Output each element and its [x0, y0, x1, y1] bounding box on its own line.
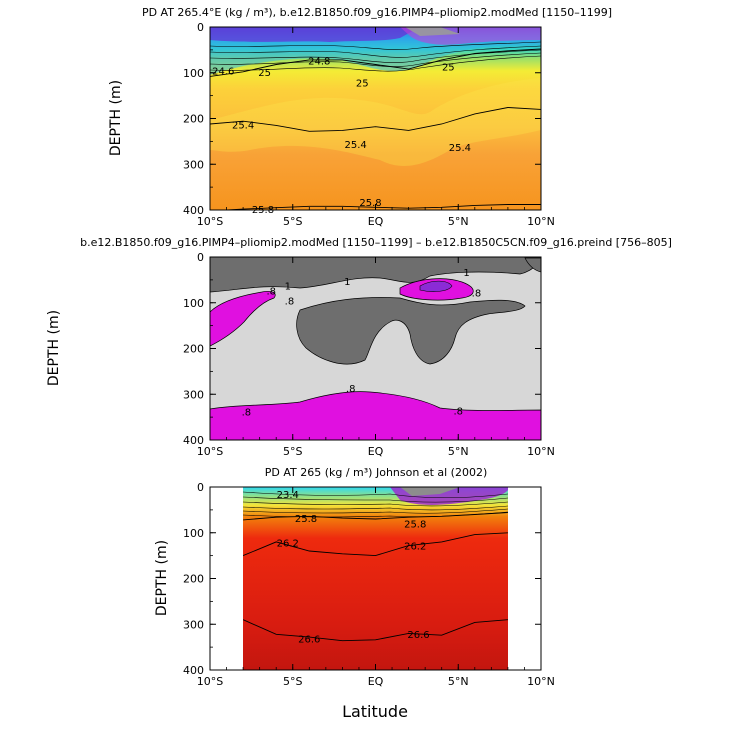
panel-1-title: PD AT 265.4°E (kg / m³), b.e12.B1850.f09…: [142, 6, 612, 19]
panel-2-xtick-label: 10°S: [197, 445, 223, 458]
panel-3-field: [243, 487, 508, 670]
panel-1-ytick-label: 0: [197, 21, 204, 34]
panel-2: b.e12.B1850.f09_g16.PIMP4–pliomip2.modMe…: [46, 236, 672, 458]
panel-3-contour-label: 26.2: [277, 539, 299, 550]
panel-1-ytick-label: 200: [183, 113, 204, 126]
panel-1-axes: 10°S 5°S EQ 5°N 10°N 0 100 200 300 400: [183, 21, 555, 228]
panel-3-contour-lines: [243, 512, 508, 642]
panel-1-contour-label: 25: [356, 78, 369, 89]
panel-3-contour-25.8: [243, 512, 508, 521]
panel-1-xtick-label: 10°N: [527, 215, 555, 228]
panel-1-upper-violet: [210, 27, 420, 42]
panel-3-title: PD AT 265 (kg / m³) Johnson et al (2002): [265, 466, 488, 479]
panel-1-ytick-label: 100: [183, 67, 204, 80]
panel-1-contour-25.4: [210, 107, 541, 132]
panel-3-ytick-label: 400: [183, 664, 204, 677]
panel-3-xtick-label: 5°N: [448, 675, 469, 688]
panel-2-ytick-label: 200: [183, 343, 204, 356]
panel-2-ytick-label: 300: [183, 388, 204, 401]
panel-3-ytick-label: 300: [183, 618, 204, 631]
panel-1-xtick-label: EQ: [368, 215, 384, 228]
panel-2-contour-labels: .8 1.811.8.8.8.8: [242, 268, 482, 419]
panel-2-contour-label: 1: [344, 277, 350, 288]
panel-1-xtick-label: 5°N: [448, 215, 469, 228]
panel-3-xtick-label: 10°S: [197, 675, 223, 688]
panel-1-dense-contours: [210, 41, 541, 72]
panel-1: PD AT 265.4°E (kg / m³), b.e12.B1850.f09…: [108, 6, 612, 228]
panel-2-negative-core: [419, 280, 453, 292]
panel-3: PD AT 265 (kg / m³) Johnson et al (2002)…: [154, 466, 555, 688]
panel-2-xtick-label: 5°S: [283, 445, 302, 458]
panel-3-contour-label: 25.8: [295, 514, 317, 525]
panel-1-contour-label: 25.4: [232, 120, 254, 131]
panel-1-contour-label: 24.8: [308, 56, 330, 67]
panel-3-contour-labels: 23.4 25.8 25.8 26.2 26.2 26.6 26.6: [277, 490, 430, 645]
panel-3-dense-contours: [243, 491, 508, 518]
panel-2-xtick-label: EQ: [368, 445, 384, 458]
panel-3-ytick-label: 0: [197, 481, 204, 494]
panel-3-ytick-label: 200: [183, 573, 204, 586]
panel-3-ytick-label: 100: [183, 527, 204, 540]
panel-3-contour-label: 26.6: [407, 630, 429, 641]
panel-1-contour-label: 25: [442, 62, 455, 73]
panel-1-contour-label: 25.4: [345, 140, 367, 151]
panel-2-title: b.e12.B1850.f09_g16.PIMP4–pliomip2.modMe…: [80, 236, 672, 249]
panel-2-xtick-label: 5°N: [448, 445, 469, 458]
panel-2-ytick-label: 100: [183, 297, 204, 310]
panel-1-xtick-label: 10°S: [197, 215, 223, 228]
panel-2-contour-label: 1: [463, 268, 469, 279]
panel-2-negative-left: [210, 291, 276, 347]
panel-3-contour-label: 25.8: [404, 520, 426, 531]
panel-2-contour-label: .8: [472, 289, 482, 300]
panel-1-contour-label: 25: [258, 68, 271, 79]
panel-1-ylabel: DEPTH (m): [108, 80, 124, 156]
panel-2-ylabel: DEPTH (m): [46, 310, 62, 386]
panel-1-surface-gray: [405, 27, 460, 36]
panel-3-contour-26.2: [243, 532, 508, 557]
panel-1-contour-label: 25.8: [359, 198, 381, 209]
panel-3-contour-26.6: [243, 619, 508, 642]
panel-2-xtick-label: 10°N: [527, 445, 555, 458]
panel-2-contour-label: .8: [346, 384, 356, 395]
panel-3-contour-label: 23.4: [277, 490, 299, 501]
panel-3-contour-label: 26.2: [404, 541, 426, 552]
panel-3-xtick-label: 5°S: [283, 675, 302, 688]
panel-1-ytick-label: 400: [183, 204, 204, 217]
panel-1-contour-label: 25.4: [449, 143, 471, 154]
panel-2-field: [210, 257, 541, 440]
panel-2-contour-label: .8: [453, 407, 463, 418]
panel-1-ytick-label: 300: [183, 158, 204, 171]
panel-2-positive-core: [296, 297, 526, 365]
panel-3-axes: 10°S 5°S EQ 5°N 10°N 0 100 200 300 400: [183, 481, 555, 688]
panel-3-surface-gray: [400, 487, 460, 496]
panel-1-field: [210, 27, 541, 210]
panel-2-contour-label: .8: [285, 296, 295, 307]
panel-3-contour-label: 26.6: [298, 634, 320, 645]
panel-2-positive-corner: [524, 257, 541, 273]
panel-3-xtick-label: 10°N: [527, 675, 555, 688]
panel-2-negative-bottom: [210, 391, 541, 440]
panel-2-positive-top: [210, 257, 541, 293]
panel-1-xtick-label: 5°S: [283, 215, 302, 228]
panel-2-ytick-label: 0: [197, 251, 204, 264]
panel-1-contour-label: 24.6: [212, 66, 234, 77]
shared-xlabel: Latitude: [342, 702, 408, 721]
panel-2-axes: 10°S 5°S EQ 5°N 10°N 0 100 200 300 400: [183, 251, 555, 458]
panel-1-contour-25: [210, 48, 541, 77]
panel-2-contour-label: 1: [285, 281, 291, 292]
panel-1-warm-pool-light: [210, 78, 541, 166]
panel-2-ytick-label: 400: [183, 434, 204, 447]
panel-2-contour-label: .8: [266, 286, 276, 297]
panel-3-ylabel: DEPTH (m): [154, 540, 170, 616]
panel-3-xtick-label: EQ: [368, 675, 384, 688]
panel-2-contour-label: .8: [242, 408, 252, 419]
